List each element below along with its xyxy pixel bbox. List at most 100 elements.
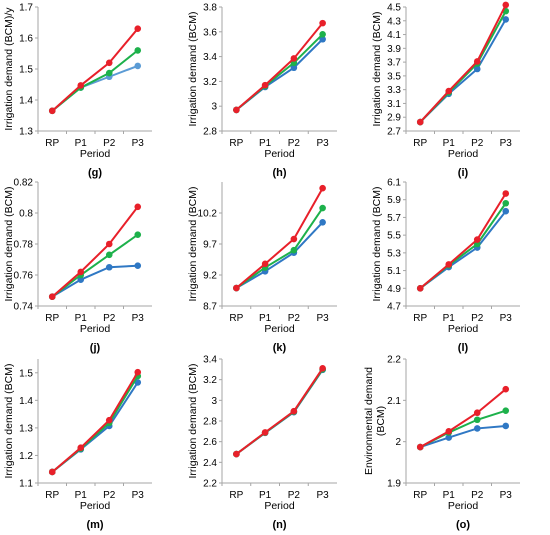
series-line-2 bbox=[235, 207, 324, 289]
x-tick-label: P3 bbox=[132, 490, 145, 501]
series-line-1 bbox=[235, 369, 324, 455]
x-tick-label: P2 bbox=[471, 490, 484, 501]
x-tick-label: P1 bbox=[443, 138, 456, 149]
data-point bbox=[319, 365, 326, 372]
x-axis-title: Period bbox=[80, 148, 111, 160]
data-point bbox=[445, 261, 453, 268]
series-line-3 bbox=[419, 192, 507, 290]
x-axis-title: Period bbox=[264, 323, 295, 335]
series-line-2 bbox=[51, 233, 139, 298]
data-point bbox=[416, 443, 424, 451]
y-tick-label: 5.1 bbox=[387, 266, 401, 277]
series-line-3 bbox=[235, 187, 324, 289]
y-tick-label: 3.3 bbox=[387, 85, 401, 96]
y-tick-label: 4.3 bbox=[387, 16, 401, 27]
y-tick-label: 5.5 bbox=[387, 231, 401, 242]
x-axis-title: Period bbox=[264, 500, 295, 512]
data-point bbox=[261, 260, 269, 268]
y-tick-label: 1.1 bbox=[19, 479, 33, 490]
x-axis-title: Period bbox=[80, 500, 111, 512]
data-point bbox=[134, 368, 142, 376]
y-tick-label: 3.5 bbox=[387, 71, 401, 82]
y-tick-label: 3 bbox=[211, 396, 217, 407]
series-line-1 bbox=[51, 264, 138, 298]
y-tick-label: 3.2 bbox=[203, 375, 217, 386]
x-tick-label: P1 bbox=[443, 490, 456, 501]
series-line-2 bbox=[419, 409, 507, 448]
x-axis-title: Period bbox=[448, 148, 479, 160]
data-point bbox=[290, 64, 298, 72]
data-point bbox=[134, 262, 142, 270]
y-axis-title: Irrigation demand (BCM) bbox=[3, 187, 15, 302]
data-point bbox=[105, 240, 113, 248]
data-point bbox=[105, 69, 113, 77]
x-tick-label: RP bbox=[45, 313, 59, 324]
x-tick-label: P2 bbox=[103, 138, 116, 149]
data-point bbox=[134, 62, 142, 70]
data-point bbox=[134, 231, 142, 238]
data-point bbox=[290, 246, 298, 254]
data-point bbox=[105, 263, 113, 271]
y-tick-label: 1.3 bbox=[19, 127, 33, 138]
y-tick-label: 2.7 bbox=[387, 127, 401, 138]
data-point bbox=[473, 425, 481, 432]
data-point bbox=[502, 422, 510, 430]
series-line-2 bbox=[235, 368, 324, 455]
x-tick-label: P3 bbox=[500, 138, 513, 149]
series-line-3 bbox=[235, 367, 324, 455]
series-line-1 bbox=[235, 221, 324, 289]
x-tick-label: RP bbox=[45, 138, 59, 149]
data-point bbox=[233, 450, 240, 458]
x-tick-label: RP bbox=[413, 490, 427, 501]
panel-label: (o) bbox=[456, 519, 470, 531]
chart-panel-6: 4.7 4.9 5.1 5.3 5.5 5.7 5.9 6.1 RP P1 P2 P3 Period Ir… bbox=[371, 178, 520, 354]
data-point bbox=[134, 25, 142, 32]
series-line-3 bbox=[51, 28, 139, 112]
y-tick-label: 2.8 bbox=[203, 417, 217, 428]
y-axis-title: Irrigation demand (BCM) bbox=[371, 12, 383, 127]
y-tick-label: 0.78 bbox=[14, 240, 34, 251]
y-tick-label: 3 bbox=[211, 102, 217, 113]
x-tick-label: RP bbox=[413, 313, 427, 324]
y-tick-label: 3.4 bbox=[203, 355, 217, 366]
data-point bbox=[319, 35, 326, 43]
x-tick-label: P2 bbox=[471, 313, 484, 324]
x-tick-label: P2 bbox=[288, 490, 301, 501]
data-point bbox=[416, 118, 424, 126]
panel-label: (l) bbox=[458, 342, 469, 354]
series-line-3 bbox=[51, 371, 139, 473]
y-tick-label: 3.9 bbox=[387, 44, 401, 55]
x-axis-title: Period bbox=[264, 148, 295, 160]
data-point bbox=[233, 106, 240, 114]
y-tick-label: 4.9 bbox=[387, 284, 401, 295]
panel-label: (n) bbox=[272, 519, 286, 531]
data-point bbox=[473, 416, 481, 424]
y-tick-label: 4.1 bbox=[387, 30, 401, 41]
x-tick-label: P3 bbox=[317, 313, 330, 324]
data-point bbox=[77, 444, 85, 452]
y-tick-label: 2.1 bbox=[387, 396, 401, 407]
x-tick-label: P2 bbox=[288, 138, 301, 149]
panel-label: (k) bbox=[273, 342, 287, 354]
y-tick-label: 4.7 bbox=[387, 302, 401, 313]
y-axis-title: Irrigation demand (BCM) bbox=[187, 364, 199, 479]
data-point bbox=[261, 429, 269, 436]
y-tick-label: 1.4 bbox=[19, 96, 33, 107]
data-point bbox=[48, 107, 56, 115]
series-line-3 bbox=[51, 206, 139, 298]
y-tick-label: 1.9 bbox=[387, 479, 401, 490]
y-tick-label: 9.2 bbox=[203, 271, 217, 282]
series-line-1 bbox=[51, 64, 139, 112]
data-point bbox=[105, 59, 113, 67]
x-tick-label: P1 bbox=[75, 313, 88, 324]
x-tick-label: RP bbox=[45, 490, 59, 501]
y-axis-title: Environmental demand(BCM) bbox=[363, 367, 387, 475]
y-tick-label: 10.2 bbox=[198, 209, 218, 220]
y-tick-label: 3.7 bbox=[387, 58, 401, 69]
data-point bbox=[473, 236, 481, 243]
series-line-2 bbox=[51, 49, 139, 112]
y-tick-label: 3.1 bbox=[387, 99, 401, 110]
x-tick-label: P1 bbox=[443, 313, 456, 324]
panel-label: (g) bbox=[88, 167, 102, 179]
data-point bbox=[319, 219, 326, 226]
